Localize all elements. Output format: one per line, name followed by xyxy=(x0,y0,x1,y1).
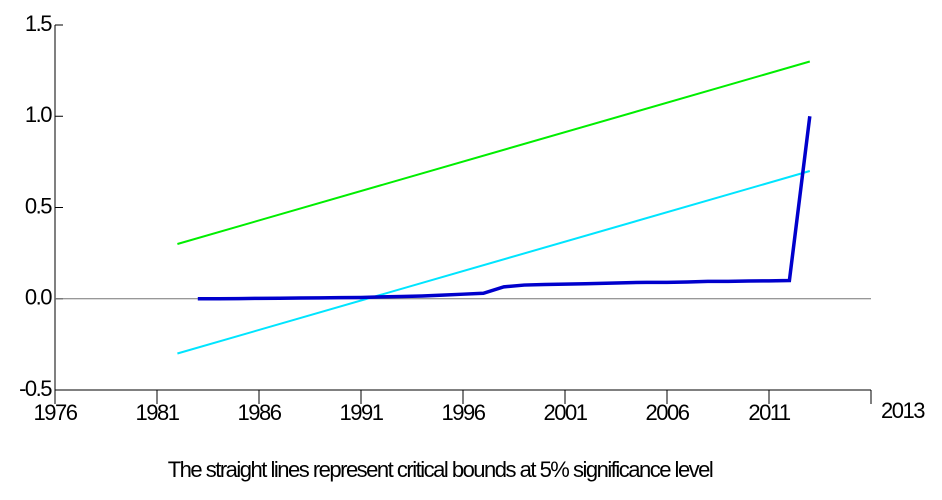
x-tick-label: 2006 xyxy=(646,400,690,425)
y-tick-label: -0.5 xyxy=(19,376,52,401)
x-tick-label: 2011 xyxy=(748,400,791,425)
series-line xyxy=(177,170,811,355)
x-tick-label: 1976 xyxy=(34,400,78,425)
caption: The straight lines represent critical bo… xyxy=(168,457,713,482)
x-tick-label: 2013 xyxy=(881,398,925,423)
series-line xyxy=(197,116,812,301)
y-tick-label: 0.5 xyxy=(25,193,52,218)
x-tick-label: 1986 xyxy=(238,400,282,425)
y-tick-label: 1.0 xyxy=(25,102,52,127)
y-tick-label: 0.0 xyxy=(25,285,52,310)
x-tick-label: 1996 xyxy=(442,400,486,425)
x-tick-label: 1981 xyxy=(136,400,180,425)
series-line xyxy=(177,60,811,245)
x-tick-label: 2001 xyxy=(544,400,588,425)
x-tick-label: 1991 xyxy=(340,400,384,425)
y-tick-label: 1.5 xyxy=(25,11,52,36)
